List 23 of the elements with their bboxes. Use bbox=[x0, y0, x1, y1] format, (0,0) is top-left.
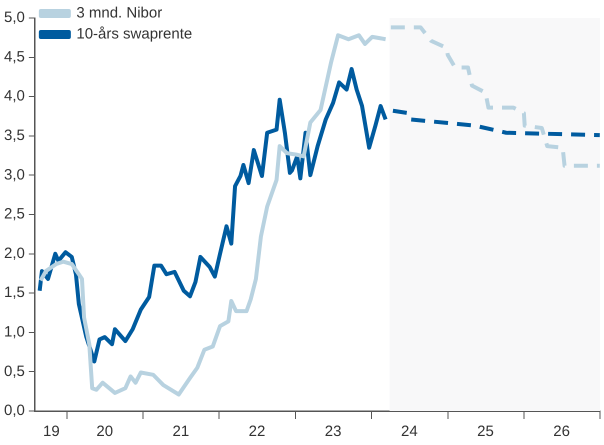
x-tick-label: 20 bbox=[96, 423, 114, 440]
x-tick-label: 25 bbox=[477, 423, 494, 440]
y-tick-label: 3,0 bbox=[4, 166, 25, 184]
x-tick-label: 19 bbox=[42, 423, 60, 440]
y-tick-label: 4,5 bbox=[4, 48, 25, 66]
x-tick-label: 21 bbox=[172, 423, 190, 440]
y-tick-label: 0,0 bbox=[4, 402, 25, 420]
y-tick-label: 3,5 bbox=[4, 127, 25, 144]
y-tick-label: 1,0 bbox=[4, 324, 25, 341]
y-tick-label: 2,5 bbox=[4, 206, 25, 223]
legend-label: 3 mnd. Nibor bbox=[76, 4, 162, 22]
y-tick-label: 0,5 bbox=[4, 362, 25, 380]
y-tick-label: 1,5 bbox=[4, 284, 25, 302]
line-series bbox=[388, 25, 600, 168]
y-tick-label: 2,0 bbox=[4, 244, 25, 262]
x-tick-label: 22 bbox=[248, 423, 266, 440]
line-series bbox=[390, 108, 600, 138]
x-tick-label: 26 bbox=[553, 423, 570, 440]
legend-label: 10-års swaprente bbox=[76, 26, 192, 43]
x-tick-label: 24 bbox=[401, 423, 418, 440]
x-tick-label: 23 bbox=[324, 423, 342, 440]
y-tick-label: 5,0 bbox=[4, 9, 25, 26]
y-tick-label: 4,0 bbox=[4, 88, 25, 105]
